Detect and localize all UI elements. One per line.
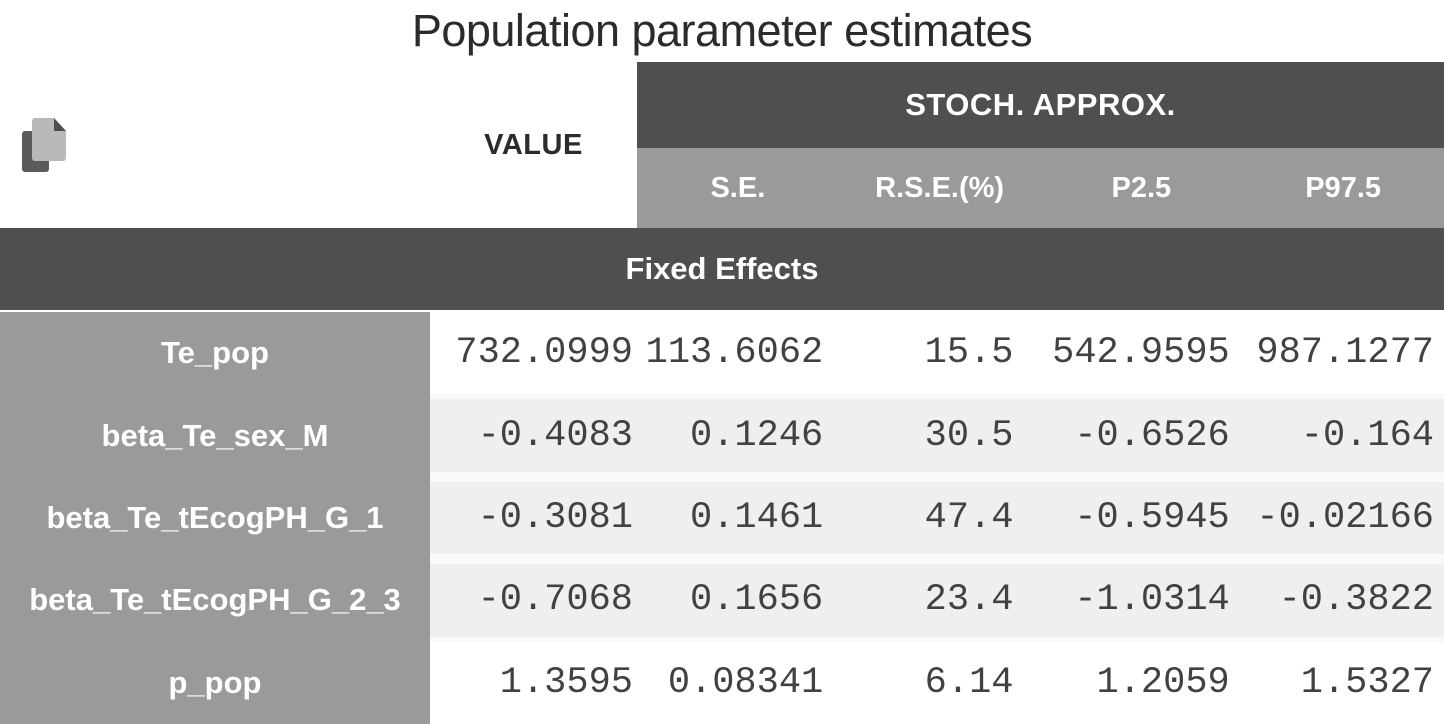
column-header-p97-5: P97.5 — [1305, 171, 1382, 204]
rse-cell: 47.4 — [924, 497, 1014, 540]
param-name-cell: beta_Te_sex_M — [0, 394, 430, 477]
table-body: Te_pop 732.0999 113.6062 15.5 542.9595 9… — [0, 312, 1444, 724]
copy-icon — [22, 118, 66, 172]
param-name-cell: Te_pop — [0, 312, 430, 395]
row-values: 732.0999 113.6062 15.5 542.9595 987.1277 — [430, 312, 1444, 395]
rse-cell: 6.14 — [924, 661, 1014, 704]
value-cell: -0.4083 — [477, 414, 633, 457]
param-name-cell: beta_Te_tEcogPH_G_1 — [0, 476, 430, 560]
p2-5-cell: -0.6526 — [1074, 414, 1230, 457]
p97-5-cell: -0.164 — [1300, 414, 1434, 457]
rse-cell: 23.4 — [924, 579, 1014, 622]
se-cell: 113.6062 — [645, 332, 824, 375]
row-values: 1.3595 0.08341 6.14 1.2059 1.5327 — [430, 641, 1444, 724]
row-values: -0.7068 0.1656 23.4 -1.0314 -0.3822 — [430, 559, 1444, 642]
p2-5-cell: 542.9595 — [1052, 332, 1230, 375]
se-cell: 0.1246 — [690, 414, 824, 457]
row-values: -0.3081 0.1461 47.4 -0.5945 -0.02166 — [430, 476, 1444, 560]
se-cell: 0.1656 — [690, 579, 824, 622]
section-header-fixed-effects: Fixed Effects — [0, 228, 1444, 310]
sub-header-row: S.E. R.S.E.(%) P2.5 P97.5 — [637, 148, 1444, 228]
table-row: beta_Te_sex_M -0.4083 0.1246 30.5 -0.652… — [0, 394, 1444, 477]
column-header-se: S.E. — [710, 171, 766, 204]
column-header-p2-5: P2.5 — [1111, 171, 1172, 204]
value-cell: -0.7068 — [477, 579, 633, 622]
table-row: beta_Te_tEcogPH_G_1 -0.3081 0.1461 47.4 … — [0, 476, 1444, 560]
copy-table-button[interactable] — [18, 114, 72, 176]
value-cell: -0.3081 — [477, 497, 633, 540]
se-cell: 0.08341 — [667, 661, 824, 704]
p97-5-cell: -0.02166 — [1256, 497, 1434, 540]
p97-5-cell: 987.1277 — [1256, 332, 1434, 375]
value-cell: 732.0999 — [455, 332, 633, 375]
param-name-cell: p_pop — [0, 641, 430, 724]
p97-5-cell: -0.3822 — [1278, 579, 1434, 622]
table-row: beta_Te_tEcogPH_G_2_3 -0.7068 0.1656 23.… — [0, 559, 1444, 642]
header-corner-cell — [0, 62, 430, 228]
table-row: Te_pop 732.0999 113.6062 15.5 542.9595 9… — [0, 312, 1444, 395]
page-title: Population parameter estimates — [411, 5, 1033, 56]
rse-cell: 15.5 — [924, 332, 1014, 375]
column-group-header-stoch-approx: STOCH. APPROX. — [637, 62, 1444, 148]
p2-5-cell: -1.0314 — [1074, 579, 1230, 622]
value-cell: 1.3595 — [499, 661, 633, 704]
column-header-rse: R.S.E.(%) — [875, 171, 1005, 204]
p2-5-cell: 1.2059 — [1096, 661, 1230, 704]
column-header-value: VALUE — [430, 62, 637, 228]
rse-cell: 30.5 — [924, 414, 1014, 457]
table-header: VALUE STOCH. APPROX. S.E. R.S.E.(%) P2.5… — [0, 62, 1444, 228]
table-row: p_pop 1.3595 0.08341 6.14 1.2059 1.5327 — [0, 641, 1444, 724]
stoch-approx-header-group: STOCH. APPROX. S.E. R.S.E.(%) P2.5 P97.5 — [637, 62, 1444, 228]
param-name-cell: beta_Te_tEcogPH_G_2_3 — [0, 559, 430, 642]
p97-5-cell: 1.5327 — [1300, 661, 1434, 704]
p2-5-cell: -0.5945 — [1074, 497, 1230, 540]
row-values: -0.4083 0.1246 30.5 -0.6526 -0.164 — [430, 394, 1444, 477]
se-cell: 0.1461 — [690, 497, 824, 540]
